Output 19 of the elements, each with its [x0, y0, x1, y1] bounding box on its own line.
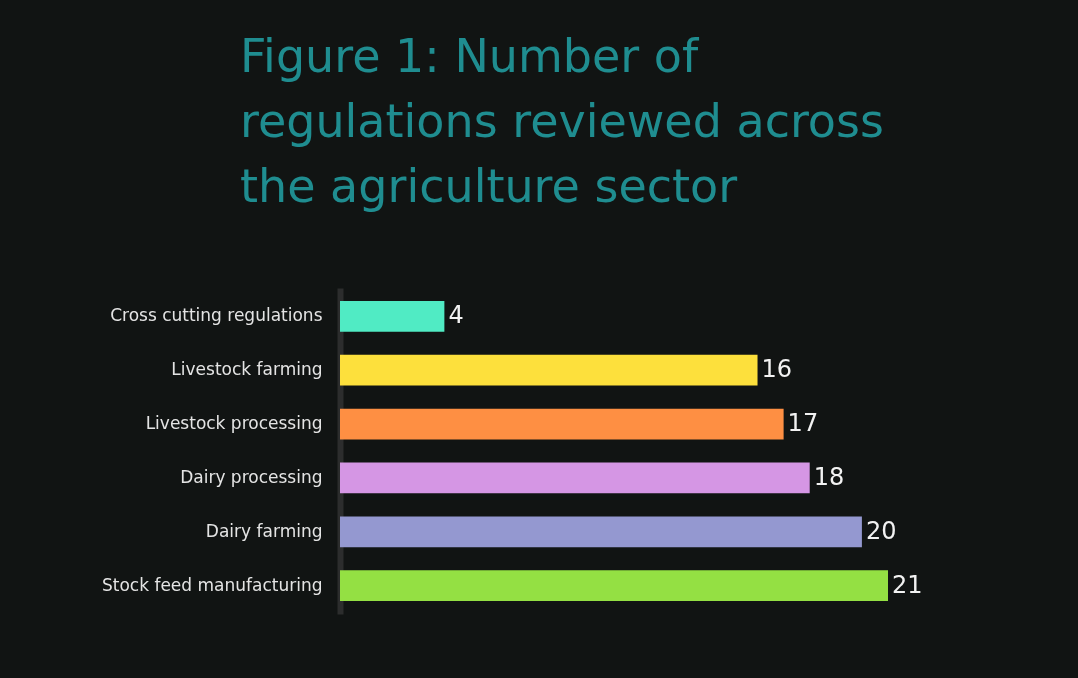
- bar: [340, 408, 784, 440]
- y-tick-label: Stock feed manufacturing: [101, 574, 323, 595]
- data-label: 20: [865, 516, 897, 545]
- y-tick-label: Cross cutting regulations: [110, 305, 323, 326]
- y-tick-label: Dairy processing: [180, 466, 323, 487]
- bar: [340, 354, 758, 386]
- data-label: 17: [787, 409, 819, 438]
- data-label: 21: [892, 570, 923, 599]
- chart-title: Figure 1: Number of regulations reviewed across the agriculture sector: [240, 29, 884, 213]
- data-label: 4: [448, 301, 464, 330]
- y-tick-label: Dairy farming: [205, 520, 323, 541]
- bar: [340, 300, 445, 332]
- y-tick-label: Livestock farming: [171, 359, 323, 380]
- data-label: 18: [813, 462, 845, 491]
- y-tick-label: Livestock processing: [145, 413, 323, 434]
- bar: [340, 462, 810, 494]
- data-label: 16: [761, 355, 793, 384]
- bar: [340, 570, 888, 602]
- bar: [340, 516, 862, 548]
